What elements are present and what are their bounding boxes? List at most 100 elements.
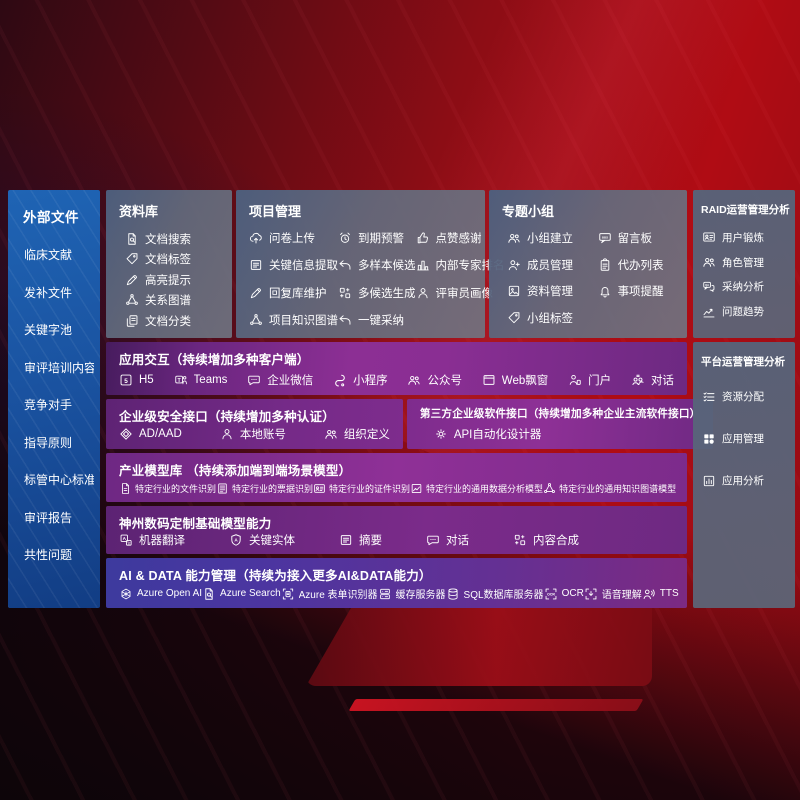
feature-item: 关键实体 bbox=[229, 532, 295, 548]
raid-item-list: 用户锻炼 角色管理 采纳分析 问题趋势 bbox=[693, 217, 795, 338]
feature-item: 应用管理 bbox=[702, 431, 795, 446]
feature-item: TTS bbox=[642, 587, 679, 601]
shield-a-icon bbox=[229, 533, 243, 547]
feature-item: 特定行业的通用知识图谱模型 bbox=[543, 482, 676, 495]
industry-model-band: 产业模型库 （持续添加端到端场景模型） 特定行业的文件识别 特定行业的票据识别 … bbox=[106, 453, 687, 502]
tag-icon bbox=[507, 311, 521, 325]
feature-item: 缓存服务器 bbox=[378, 586, 446, 601]
feature-item: 项目知识图谱 bbox=[249, 312, 338, 328]
feature-item: 资料管理 bbox=[507, 283, 598, 299]
feature-item: 文档分类 bbox=[125, 313, 232, 329]
person-icon bbox=[220, 427, 234, 441]
pencil-icon bbox=[249, 286, 263, 300]
feature-item: 资源分配 bbox=[702, 389, 795, 404]
network-icon bbox=[543, 482, 556, 495]
trend-line-icon bbox=[702, 305, 716, 319]
feature-item: 应用分析 bbox=[702, 473, 795, 488]
platform-analysis-panel: 平台运营管理分析 资源分配 应用管理 应用分析 bbox=[693, 342, 795, 608]
feature-item: 机器翻译 bbox=[119, 532, 185, 548]
light-bar-shape bbox=[348, 699, 644, 711]
project-panel-title: 项目管理 bbox=[249, 204, 302, 219]
bracket-doc-icon bbox=[281, 587, 295, 601]
doc-file-icon bbox=[119, 482, 132, 495]
feature-item: 对话 bbox=[631, 372, 674, 388]
feature-item: 多候选生成 bbox=[338, 285, 416, 301]
feature-item: 事项提醒 bbox=[598, 283, 683, 299]
feature-item: 组织定义 bbox=[324, 426, 390, 442]
feature-item: Azure 表单识别器 bbox=[281, 586, 378, 601]
middle-column: 资料库 文档搜索 文档标签 高亮提示 bbox=[106, 190, 714, 608]
sidebar-item: 标管中心标准 bbox=[24, 473, 94, 488]
ai-data-items: Azure Open AI Azure Search Azure 表单识别器 缓… bbox=[119, 586, 679, 601]
feature-item: OCR bbox=[544, 587, 584, 601]
feature-item: 代办列表 bbox=[598, 257, 683, 273]
qa-bubbles-icon bbox=[702, 280, 716, 294]
teams-logo-icon bbox=[174, 373, 188, 387]
base-model-band: 神州数码定制基础模型能力 机器翻译 关键实体 摘要 bbox=[106, 506, 687, 554]
feature-item: 回复库维护 bbox=[249, 285, 338, 301]
feature-item: 评审员画像 bbox=[416, 285, 505, 301]
feature-item: 文档搜索 bbox=[125, 231, 232, 247]
feature-item: 高亮提示 bbox=[125, 272, 232, 288]
web-window-icon bbox=[482, 373, 496, 387]
thirdparty-interface-band: 第三方企业级软件接口（持续增加多种企业主流软件接口） API自动化设计器 bbox=[406, 399, 714, 449]
doc-lines-icon bbox=[339, 533, 353, 547]
app-interaction-title: 应用交互（持续增加多种客户端） bbox=[119, 353, 310, 367]
feature-item: Azure Open AI bbox=[119, 587, 202, 601]
feature-item: AD/AAD bbox=[119, 427, 182, 441]
diagram-layout: 外部文件 临床文献 发补文件 关键字池 审评培训内容 竞争对手 指导原则 bbox=[8, 190, 795, 608]
doc-lines-icon bbox=[249, 258, 263, 272]
ocr-brackets-icon bbox=[544, 587, 558, 601]
group-item-grid: 小组建立 留言板 成员管理 代办列表 bbox=[489, 220, 687, 338]
feature-item: 特定行业的证件识别 bbox=[313, 482, 410, 495]
base-model-items: 机器翻译 关键实体 摘要 对话 内容合成 bbox=[119, 532, 674, 548]
ai-data-title: AI & DATA 能力管理（持续为接入更多AI&DATA能力） bbox=[119, 569, 432, 583]
feature-item: 文档标签 bbox=[125, 251, 232, 267]
external-files-sidebar: 外部文件 临床文献 发补文件 关键字池 审评培训内容 竞争对手 指导原则 bbox=[8, 190, 100, 608]
arrow-down-brackets-icon bbox=[584, 587, 598, 601]
person-waves-icon bbox=[642, 587, 656, 601]
sidebar-title: 外部文件 bbox=[23, 210, 79, 225]
sidebar-item: 指导原则 bbox=[24, 435, 73, 450]
bell-icon bbox=[598, 284, 612, 298]
feature-item: 用户锻炼 bbox=[702, 230, 795, 245]
feature-item: 成员管理 bbox=[507, 257, 598, 273]
feature-item: 特定行业的通用数据分析模型 bbox=[410, 482, 543, 495]
feature-item: 门户 bbox=[568, 372, 611, 388]
thirdparty-interface-items: API自动化设计器 bbox=[420, 426, 701, 442]
people-icon bbox=[324, 427, 338, 441]
sidebar-item: 审评培训内容 bbox=[24, 360, 94, 375]
feature-item: Teams bbox=[174, 373, 227, 387]
feature-item: 语音理解 bbox=[584, 586, 642, 601]
curved-arrow-icon bbox=[338, 258, 352, 272]
security-interface-band: 企业级安全接口（持续增加多种认证） AD/AAD 本地账号 组织定义 bbox=[106, 399, 403, 449]
chat-dots-icon bbox=[247, 373, 261, 387]
platform-panel-title: 平台运营管理分析 bbox=[701, 356, 785, 368]
s-curve-icon bbox=[333, 373, 347, 387]
feature-item: 企业微信 bbox=[247, 372, 313, 388]
sidebar-item: 关键字池 bbox=[24, 323, 73, 338]
sidebar-list: 临床文献 发补文件 关键字池 审评培训内容 竞争对手 指导原则 标管中心标准 bbox=[18, 236, 94, 574]
feature-item: SQL数据库服务器 bbox=[446, 586, 544, 601]
feature-item: 特定行业的票据识别 bbox=[216, 482, 313, 495]
platform-item-list: 资源分配 应用管理 应用分析 bbox=[693, 369, 795, 488]
id-card-icon bbox=[313, 482, 326, 495]
people-icon bbox=[702, 255, 716, 269]
feature-item: H5 bbox=[119, 373, 154, 387]
compose-grid-icon bbox=[338, 286, 352, 300]
sidebar-item: 竞争对手 bbox=[24, 398, 73, 413]
interface-band-row: 企业级安全接口（持续增加多种认证） AD/AAD 本地账号 组织定义 bbox=[106, 399, 714, 449]
feature-item: Azure Search bbox=[202, 587, 281, 601]
server-stack-icon bbox=[378, 587, 392, 601]
pencil-icon bbox=[125, 273, 139, 287]
feature-item: 角色管理 bbox=[702, 255, 795, 270]
chat-dots-icon bbox=[426, 533, 440, 547]
sidebar-item: 审评报告 bbox=[24, 510, 73, 525]
diamond-badge-icon bbox=[119, 427, 133, 441]
sidebar-item: 发补文件 bbox=[24, 285, 73, 300]
feature-item: 本地账号 bbox=[220, 426, 286, 442]
curved-arrow-icon bbox=[338, 313, 352, 327]
cloud-upload-icon bbox=[249, 231, 263, 245]
feature-item: 留言板 bbox=[598, 230, 683, 246]
feature-item: 小组建立 bbox=[507, 230, 598, 246]
